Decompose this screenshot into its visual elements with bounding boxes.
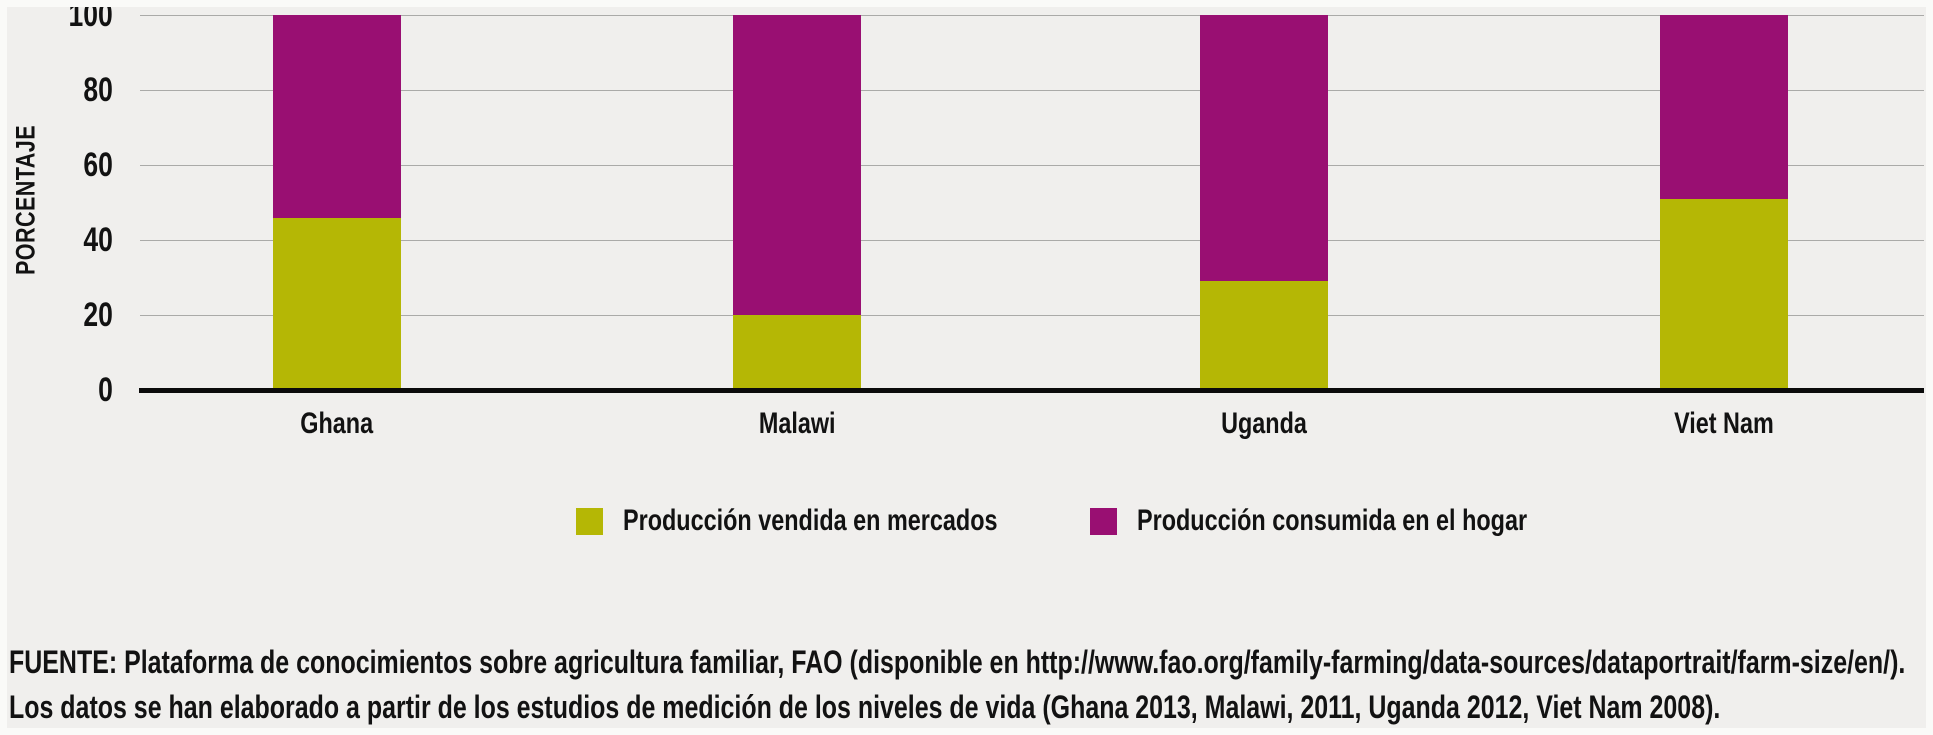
y-tick-100: 100 [68, 0, 113, 34]
x-label-uganda: Uganda [1221, 407, 1307, 440]
y-tick-80: 80 [83, 70, 113, 109]
bar-uganda [1200, 15, 1328, 390]
x-label-malawi: Malawi [758, 407, 836, 440]
legend-item-vendida: Producción vendida en mercados [576, 504, 1103, 537]
y-tick-40: 40 [83, 220, 113, 259]
bar-malawi-vendida [733, 315, 861, 390]
y-tick-20: 20 [83, 295, 113, 334]
gridline-60 [140, 165, 1924, 166]
bar-malawi [733, 15, 861, 390]
gridline-20 [140, 315, 1924, 316]
legend-label-vendida: Producción vendida en mercados [623, 504, 998, 537]
source-note-line1: FUENTE: Plataforma de conocimientos sobr… [9, 644, 1906, 680]
bar-malawi-consumida [733, 15, 861, 315]
bar-vietnam [1660, 15, 1788, 390]
y-tick-60: 60 [83, 145, 113, 184]
legend-swatch-vendida-icon [576, 507, 603, 535]
bar-ghana-consumida [273, 15, 401, 218]
bar-ghana-vendida [273, 217, 401, 390]
x-label-ghana: Ghana [300, 407, 374, 440]
bar-ghana [273, 15, 401, 390]
x-axis-line [139, 388, 1924, 393]
gridline-40 [140, 240, 1924, 241]
source-note: FUENTE: Plataforma de conocimientos sobr… [9, 640, 1929, 730]
gridline-100 [140, 15, 1924, 16]
bar-uganda-vendida [1200, 281, 1328, 390]
legend-label-consumida: Producción consumida en el hogar [1137, 504, 1528, 537]
source-note-line2: Los datos se han elaborado a partir de l… [9, 689, 1721, 725]
bar-vietnam-vendida [1660, 198, 1788, 390]
bar-vietnam-consumida [1660, 15, 1788, 199]
gridline-80 [140, 90, 1924, 91]
legend-item-consumida: Producción consumida en el hogar [1090, 504, 1637, 537]
legend-swatch-consumida-icon [1090, 507, 1117, 535]
bar-uganda-consumida [1200, 15, 1328, 282]
x-label-vietnam: Viet Nam [1674, 407, 1774, 440]
y-tick-0: 0 [98, 370, 113, 409]
